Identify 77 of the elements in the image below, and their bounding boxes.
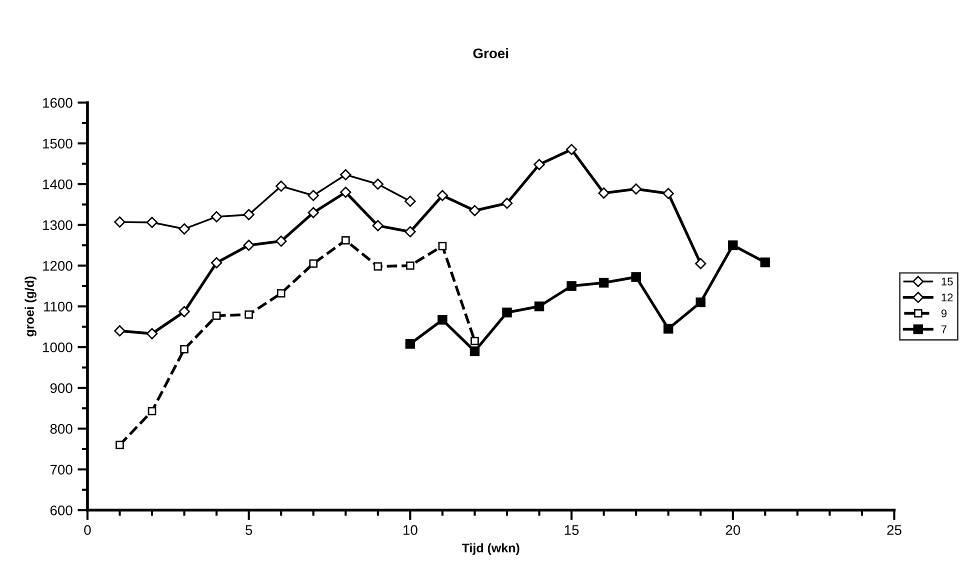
y-axis-title: groei (g/d) [24,276,36,336]
point [243,209,254,220]
point [696,297,706,308]
x-tick-label: 25 [887,525,902,535]
point [210,257,222,268]
point [470,336,479,346]
point [404,196,416,207]
x-tick-label: 0 [84,525,91,535]
point [630,183,642,195]
point [406,261,414,270]
point [502,308,512,318]
point [308,207,319,218]
y-tick-label: 1000 [43,342,72,352]
x-tick-label: 10 [404,525,418,535]
point [275,180,287,192]
point [695,258,706,270]
y-tick-label: 1500 [43,138,72,149]
x-tick-label: 20 [726,525,740,535]
point [438,242,447,250]
point [148,406,156,416]
point [243,240,254,251]
point [760,258,770,268]
point [210,211,222,222]
point [469,204,480,216]
point [534,302,544,312]
legend-label: 7 [941,325,947,334]
y-tick-label: 600 [50,505,72,516]
y-tick-label: 1400 [43,179,72,190]
chart-title: Groei [473,48,508,58]
point [372,178,384,190]
legend-label: 12 [942,294,953,302]
point [501,198,513,209]
point [405,339,416,349]
point [178,306,190,318]
x-tick-label: 5 [246,525,252,535]
point [598,187,610,199]
point [116,440,124,450]
legend-label: 9 [941,309,947,318]
point [340,169,352,180]
point [275,236,287,247]
point [180,345,188,354]
point [438,314,448,325]
y-tick-label: 900 [50,383,72,394]
legend-label: 15 [942,278,953,286]
point [374,262,382,271]
point [309,259,318,268]
y-tick-label: 1300 [43,220,72,230]
point [114,325,126,336]
point [728,240,738,250]
point [598,278,609,288]
point [212,312,221,320]
point [566,144,578,156]
y-tick-label: 700 [50,464,72,475]
point [566,281,576,291]
point [372,220,384,232]
point [146,216,158,228]
point [276,289,286,298]
y-tick-label: 1200 [43,260,72,271]
point [662,188,674,200]
point [114,216,126,228]
point [470,346,480,356]
x-tick-label: 15 [564,525,579,535]
y-tick-label: 800 [50,424,72,434]
point [436,190,448,202]
point [341,236,350,245]
point [308,190,319,202]
point [146,328,158,340]
point [340,186,352,198]
point [534,158,545,170]
y-tick-label: 1600 [43,98,72,108]
point [178,223,190,235]
x-axis-title: Tijd (wkn) [462,543,520,555]
point [244,310,253,319]
point [404,226,416,238]
y-tick-label: 1100 [44,302,72,312]
point [663,324,674,334]
point [631,272,641,282]
